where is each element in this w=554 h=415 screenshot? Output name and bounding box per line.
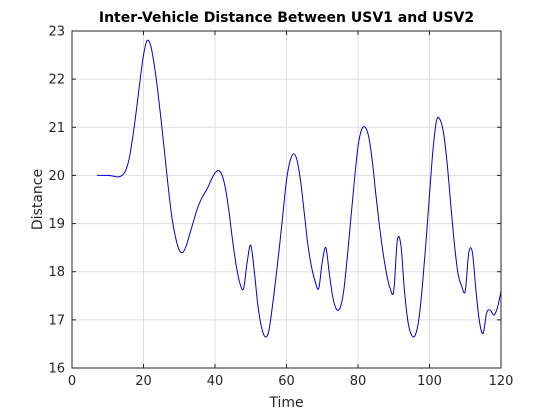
y-tick-label: 20 xyxy=(48,169,65,184)
x-tick-label: 120 xyxy=(489,374,514,389)
chart-title: Inter-Vehicle Distance Between USV1 and … xyxy=(99,10,474,26)
series-line xyxy=(97,39,502,338)
y-tick-label: 18 xyxy=(48,265,65,280)
y-axis-label: Distance xyxy=(30,169,46,230)
y-tick-label: 23 xyxy=(48,25,65,40)
y-tick-label: 16 xyxy=(48,362,65,377)
y-tick-label: 17 xyxy=(48,313,65,328)
x-tick-label: 100 xyxy=(417,374,442,389)
y-tick-label: 21 xyxy=(48,121,65,136)
x-tick-label: 40 xyxy=(207,374,224,389)
ticks: 0 20 40 60 80 100 120 16 17 18 19 20 21 22 23 xyxy=(48,25,513,390)
x-tick-label: 0 xyxy=(68,374,76,389)
x-tick-label: 80 xyxy=(350,374,367,389)
x-axis-label: Time xyxy=(268,395,303,411)
x-tick-label: 60 xyxy=(278,374,295,389)
y-tick-label: 19 xyxy=(48,217,65,232)
series-layer xyxy=(97,39,502,338)
y-tick-label: 22 xyxy=(48,73,65,88)
x-tick-label: 20 xyxy=(135,374,152,389)
grid xyxy=(71,30,502,369)
